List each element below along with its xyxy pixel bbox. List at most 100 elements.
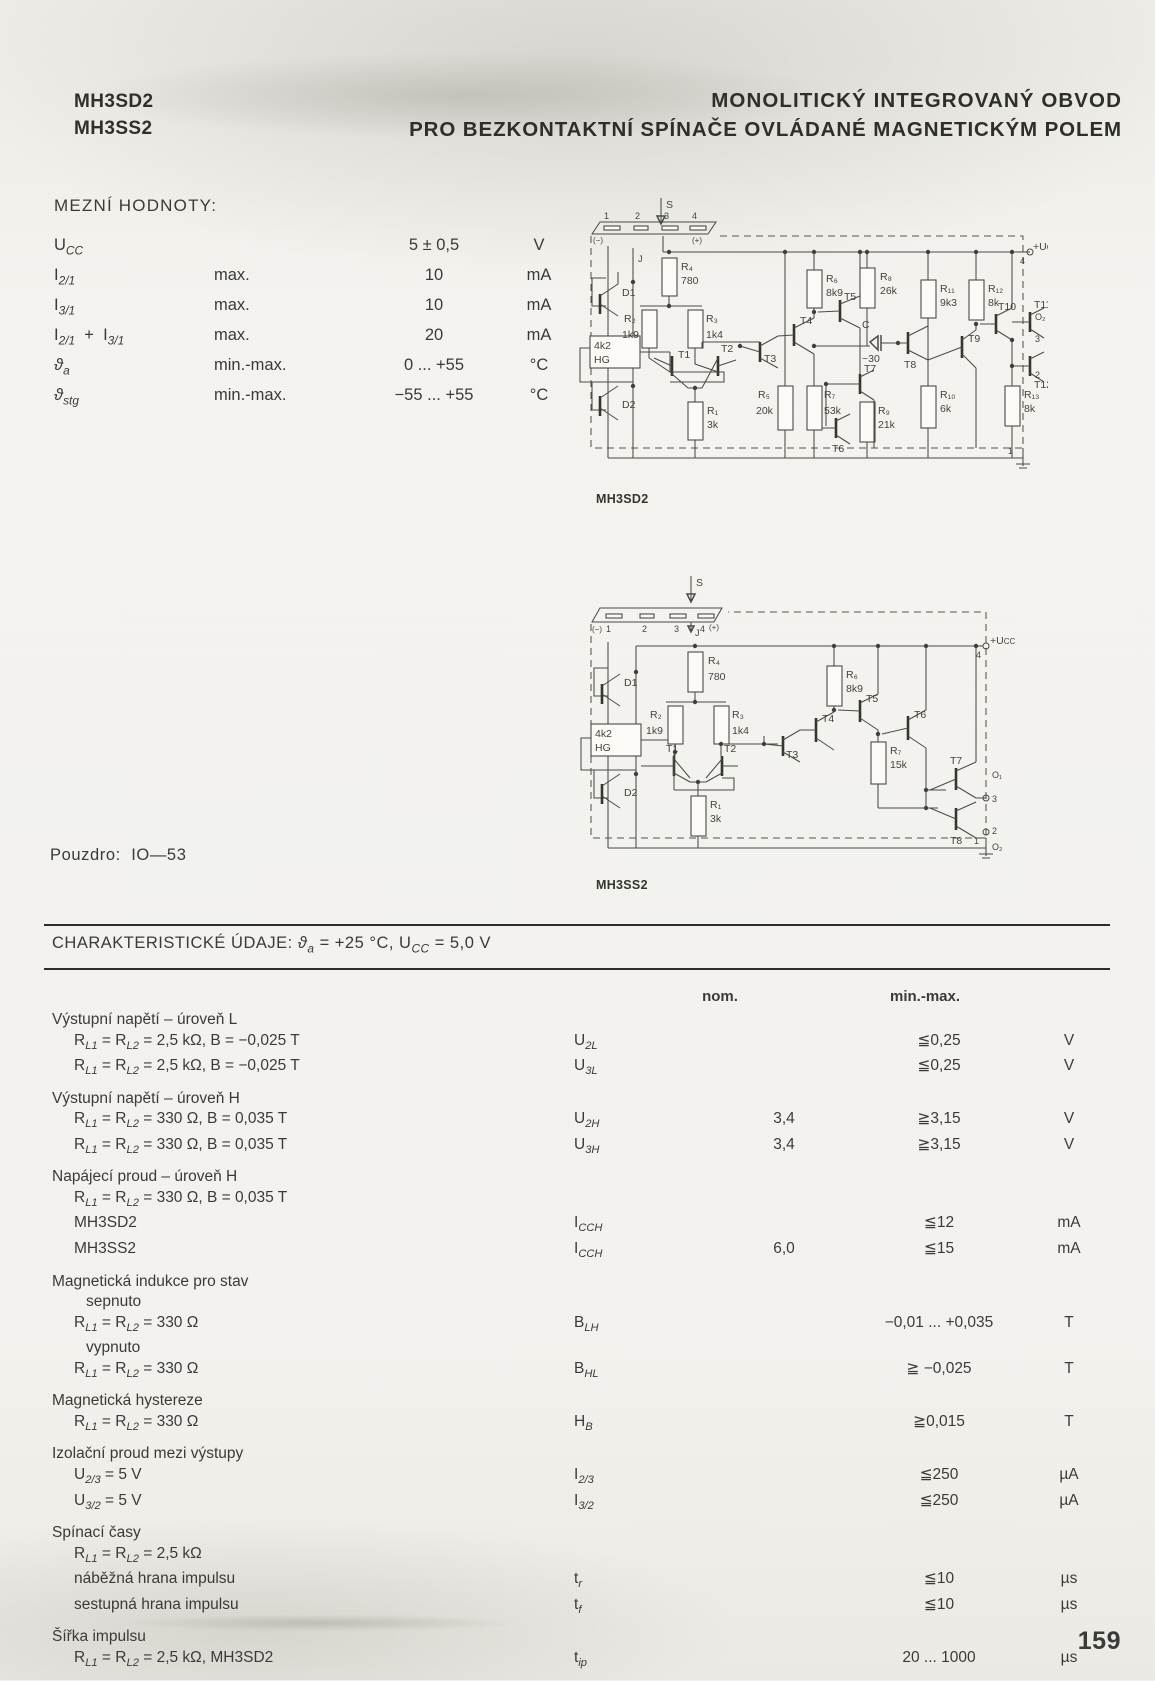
magnet-label: S [666, 199, 673, 211]
resistor-name: R₃ [706, 313, 718, 325]
resistor-name: R₁₃ [1024, 389, 1039, 401]
transistor-label: T3 [786, 749, 798, 761]
resistor-value: 8k [1024, 403, 1036, 415]
resistor-name: R₁₁ [940, 283, 955, 295]
row-description: náběžná hrana impulsu [74, 1570, 236, 1588]
device-code-1: MH3SD2 [74, 91, 154, 112]
row-description: RL1 = RL2 = 330 Ω, B = 0,035 T [74, 1188, 288, 1209]
table-rule-top [44, 924, 1110, 927]
row-minmax: ≦15 [923, 1240, 955, 1258]
pin-number: 2 [642, 624, 647, 634]
hall-label: HG [594, 354, 610, 366]
resistor-value: 26k [880, 285, 898, 297]
transistor-label: T12 [1034, 379, 1048, 391]
resistor-name: R₇ [824, 389, 836, 401]
page-title-line1: MONOLITICKÝ INTEGROVANÝ OBVOD [711, 89, 1122, 112]
row-symbol: tr [574, 1570, 583, 1591]
table-group-heading: Napájecí proud – úroveň H [52, 1168, 238, 1186]
row-minmax: ≦10 [923, 1595, 955, 1613]
diode-label: D2 [624, 787, 638, 799]
pin-polarity-minus: (−) [593, 236, 603, 245]
limits-condition: max. [214, 266, 250, 284]
junction-label: J [638, 254, 643, 264]
resistor-name: R₅ [758, 389, 770, 401]
pin-number: 1 [606, 624, 611, 634]
limits-section: MEZNÍ HODNOTY: UCC 5 ± 0,5 V I2/1 max. 1… [54, 196, 574, 416]
schematic-caption-1: MH3SD2 [596, 492, 649, 506]
diode-label: D1 [624, 677, 638, 689]
row-description: RL1 = RL2 = 2,5 kΩ, B = −0,025 T [74, 1057, 300, 1078]
limits-symbol: I2/1 [54, 266, 76, 288]
pin-polarity-plus: (+) [709, 623, 719, 632]
terminal-label: +UCC [990, 635, 1015, 647]
table-row: MH3SD2 ICCH ≦12 mA [52, 1213, 1112, 1239]
limits-symbol: ϑa [54, 356, 70, 378]
row-unit: µs [1060, 1595, 1078, 1613]
table-row: sepnuto [52, 1292, 1112, 1313]
row-symbol: I2/3 [574, 1465, 594, 1487]
row-symbol: HB [574, 1412, 593, 1433]
limits-unit: V [533, 236, 545, 254]
row-description: sestupná hrana impulsu [74, 1595, 239, 1613]
limits-unit: mA [526, 326, 552, 344]
schematic-mh3ss2: S (−) 1 2 3 4 (+) J D1 4k2 HG D2 R₄ 780 … [578, 566, 1048, 866]
row-minmax: ≦10 [923, 1570, 955, 1588]
row-minmax: ≦250 [919, 1465, 959, 1483]
row-unit: T [1064, 1359, 1074, 1377]
limits-value: 10 [424, 296, 444, 314]
row-minmax: ≧3,15 [917, 1135, 961, 1153]
row-symbol: ICCH [574, 1214, 603, 1235]
limits-unit: mA [526, 296, 552, 314]
row-symbol: ICCH [574, 1240, 603, 1261]
transistor-label: T8 [950, 835, 962, 847]
table-group: Výstupní napětí – úroveň H RL1 = RL2 = 3… [52, 1089, 1112, 1161]
resistor-value: 15k [890, 759, 908, 771]
table-row: RL1 = RL2 = 2,5 kΩ, MH3SD2 tip 20 ... 10… [52, 1648, 1112, 1674]
row-symbol: U2L [574, 1031, 598, 1052]
diode-label: D2 [622, 399, 636, 411]
transistor-label: T5 [844, 291, 856, 303]
row-description: RL1 = RL2 = 330 Ω, B = 0,035 T [74, 1135, 288, 1156]
table-group-heading: Spínací časy [52, 1524, 141, 1542]
row-description: sepnuto [86, 1293, 142, 1311]
limits-condition: min.-max. [214, 386, 287, 404]
table-group: Výstupní napětí – úroveň L RL1 = RL2 = 2… [52, 1010, 1112, 1082]
row-unit: µs [1060, 1570, 1078, 1588]
limits-condition: max. [214, 326, 250, 344]
package-value: IO—53 [131, 846, 187, 864]
magnet-label: S [696, 577, 703, 589]
table-group: Spínací časy RL1 = RL2 = 2,5 kΩ náběžná … [52, 1523, 1112, 1620]
limits-row: UCC 5 ± 0,5 V [54, 236, 574, 266]
terminal-label: O₁ [992, 770, 1002, 780]
row-description: MH3SS2 [74, 1240, 137, 1258]
row-unit: T [1064, 1313, 1074, 1331]
resistor-name: R₉ [878, 405, 890, 417]
table-group-heading: Výstupní napětí – úroveň H [52, 1089, 240, 1107]
resistor-value: 8k9 [826, 287, 843, 299]
row-minmax: 20 ... 1000 [902, 1648, 976, 1666]
table-row: RL1 = RL2 = 330 Ω BLH −0,01 ... +0,035 T [52, 1313, 1112, 1339]
row-symbol: BLH [574, 1313, 599, 1334]
table-row: U2/3 = 5 V I2/3 ≦250 µA [52, 1465, 1112, 1491]
row-minmax: ≦0,25 [917, 1031, 961, 1049]
resistor-name: R₁₂ [988, 283, 1003, 295]
table-group: Magnetická hystereze RL1 = RL2 = 330 Ω H… [52, 1391, 1112, 1437]
row-description: vypnuto [86, 1339, 141, 1357]
package-info: Pouzdro: IO—53 [50, 846, 187, 865]
row-description: RL1 = RL2 = 330 Ω, B = 0,035 T [74, 1110, 288, 1131]
resistor-name: R₆ [826, 273, 838, 285]
characteristics-table: Výstupní napětí – úroveň L RL1 = RL2 = 2… [52, 1010, 1112, 1681]
limits-row: I2/1 + I3/1 max. 20 mA [54, 326, 574, 356]
hall-label: HG [595, 742, 611, 754]
row-unit: V [1063, 1110, 1075, 1128]
row-unit: T [1064, 1412, 1074, 1430]
row-symbol: U3H [574, 1135, 600, 1156]
limits-unit: °C [529, 356, 549, 374]
resistor-value: 6k [940, 403, 952, 415]
column-header-minmax: min.-max. [889, 988, 961, 1005]
row-minmax: ≦250 [919, 1491, 959, 1509]
scan-smudge [60, 46, 1070, 156]
resistor-value: 780 [708, 671, 726, 683]
resistor-value: 1k9 [646, 725, 663, 737]
transistor-label: T7 [950, 755, 962, 767]
